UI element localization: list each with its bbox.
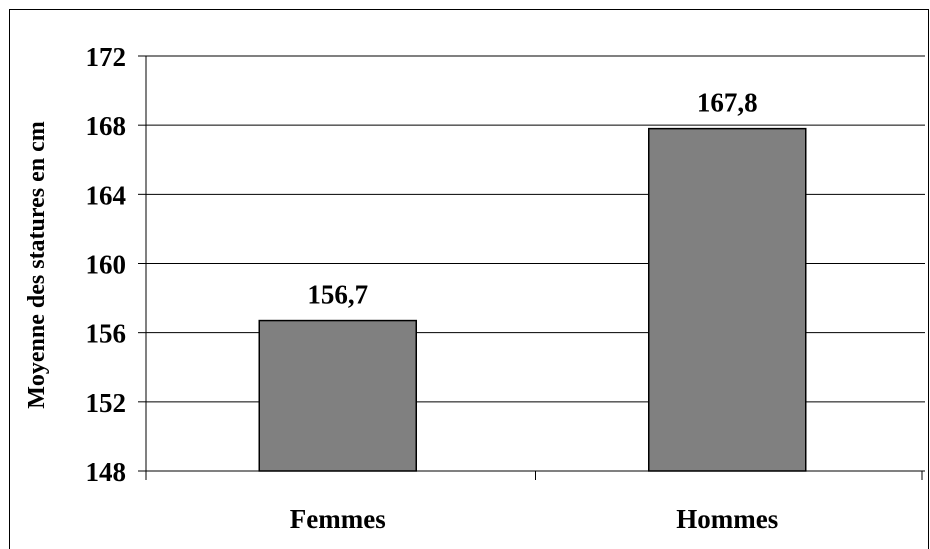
x-category-label: Hommes (676, 504, 778, 534)
bar-femmes (258, 319, 417, 472)
y-tick-label: 168 (86, 111, 127, 141)
data-label: 167,8 (697, 88, 758, 118)
bar-chart: 148 152 156 160 164 168 172 156,7 Femmes 167,8 Hom… (24, 42, 925, 534)
y-tick-label: 152 (86, 388, 127, 418)
bars-group (258, 127, 807, 472)
y-tick-label: 160 (86, 250, 127, 280)
bar-hommes (648, 127, 807, 472)
y-tick-label: 164 (86, 180, 127, 210)
y-tick-label: 172 (86, 42, 127, 72)
axes-group (138, 55, 925, 480)
y-axis-title: Moyenne des statures en cm (24, 121, 50, 409)
y-tick-label: 148 (86, 457, 127, 487)
x-category-label: Femmes (290, 504, 386, 534)
data-label: 156,7 (307, 280, 368, 310)
labels-group: 148 152 156 160 164 168 172 156,7 Femmes 167,8 Hom… (86, 42, 779, 534)
y-tick-label: 156 (86, 319, 127, 349)
chart-frame (9, 9, 929, 549)
